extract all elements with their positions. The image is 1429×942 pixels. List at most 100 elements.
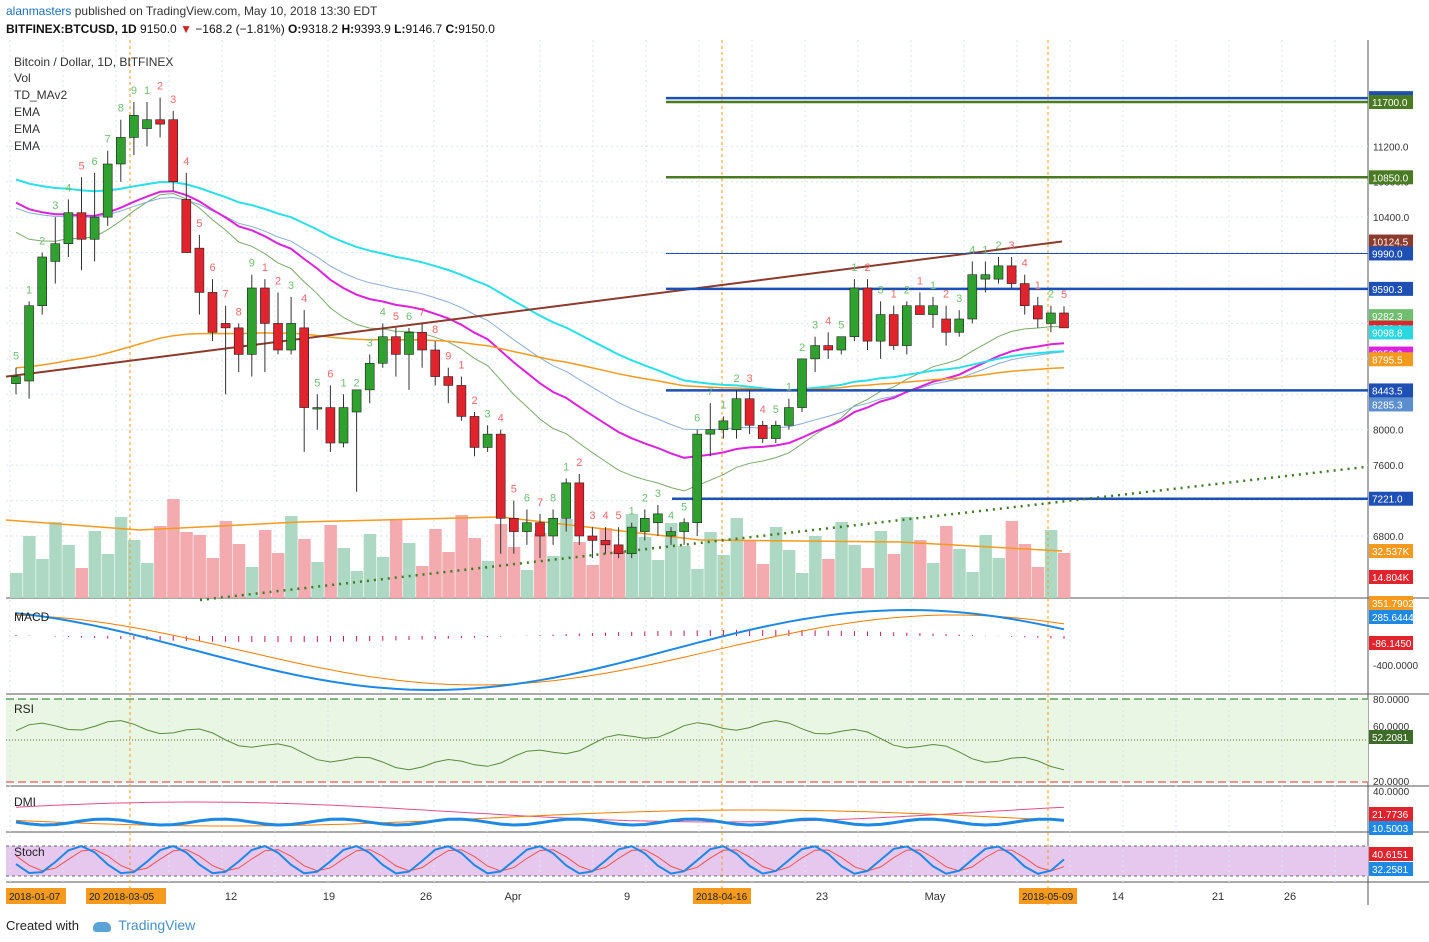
date-highlight-box [1019,888,1077,904]
legend-item: Vol [14,71,31,85]
td-count-label: 3 [1009,240,1015,252]
td-count-label: 1 [262,262,268,274]
td-count-label: 3 [655,488,661,500]
td-count-label: 6 [694,413,700,425]
price-label-box [1369,570,1413,584]
price-label-box [1369,234,1413,249]
td-count-label: 6 [92,156,98,168]
rsi-value-box [1369,730,1413,744]
adx-line [15,817,1065,827]
candle-body [11,376,21,384]
volume-bar [927,563,940,598]
dmi-minus-line [15,809,1065,827]
candle-body [692,433,703,524]
td-count-label: 4 [183,156,189,168]
x-axis-tick: 26 [420,891,432,903]
volume-bar [193,535,206,598]
price-label-text: 8795.5 [1372,355,1403,366]
price-label-box [1369,95,1413,109]
volume-bar [49,522,62,598]
price-label-text: 9990.0 [1372,249,1403,260]
td-count-label: 2 [275,275,281,287]
candle [404,327,414,390]
candle-body [548,517,558,537]
candle [862,279,873,350]
volume-bar [822,559,835,598]
rsi-value-text: 52.2081 [1372,733,1409,744]
date-highlight-box [6,888,66,904]
volume-bar [730,518,743,598]
price-label-text: 8443.5 [1372,386,1403,397]
candle-body [63,212,74,245]
td-count-label: 5 [616,510,622,522]
candle-body [391,336,401,355]
candle-body [1006,265,1017,284]
td-count-label: 7 [537,497,543,509]
candle-body [954,318,965,333]
x-axis-tick: May [925,891,946,903]
candle-body [993,265,1004,280]
td-count-label: 9 [131,85,137,97]
volume-bar [1058,553,1071,598]
macd-value-text: 351.7902 [1372,599,1414,610]
candle-body [364,362,375,391]
candle [391,327,401,377]
candle-body [129,114,139,138]
x-axis-tick: 26 [1284,891,1296,903]
candle [639,509,650,541]
candle-body [142,119,152,129]
volume-bar [468,538,481,598]
volume-bar [848,545,861,598]
candle-body [155,119,165,125]
candle [626,522,637,559]
candle [469,412,480,457]
candle [508,500,519,554]
date-highlight-text: 20 2018-03-05 [89,892,154,903]
candle-body [613,544,624,555]
volume-bar [272,553,285,598]
td-count-label: 8 [236,306,242,318]
candle [875,301,886,359]
stoch-value-box [1369,862,1413,876]
date-highlight-box [86,888,166,904]
author-link[interactable]: alanmasters [6,4,72,18]
td-count-label: 2 [904,284,910,296]
volume-bar [285,516,298,598]
td-count-label: 3 [956,293,962,305]
td-count-label: 1 [340,377,346,389]
volume-bar [782,550,796,598]
volume-bar [665,523,678,598]
candle-body [587,535,598,541]
td-count-label: 5 [314,377,320,389]
candle [299,310,310,452]
legend-item: EMA [14,139,40,153]
low-label: L: [394,22,406,36]
tradingview-brand-link[interactable]: TradingView [118,917,196,933]
volume-bar [324,525,337,598]
rsi-line [15,720,1065,771]
td-count-label: 2 [733,373,739,385]
volume-bar [1005,521,1019,598]
td-count-label: 4 [380,306,386,318]
volume-bar [835,522,848,598]
candle-body [312,407,323,410]
td-count-label: 5 [78,160,84,172]
volume-bar [494,524,508,598]
candle [456,376,467,421]
candle [744,389,755,435]
date-highlight-text: 2018-04-16 [696,892,748,903]
candle [233,323,244,373]
volume-bar [756,564,770,598]
price-label-text: 32.537K [1372,547,1410,558]
candle-body [233,327,244,355]
price-tick: 6800.0 [1373,532,1404,543]
open-value: 9318.2 [301,22,339,36]
price-label-box [1369,170,1413,185]
volume-bar [651,560,665,598]
candle-body [679,522,689,532]
legend-item: EMA [14,105,40,119]
candle [377,323,388,368]
open-label: O: [288,22,302,36]
candle-body [338,407,349,444]
